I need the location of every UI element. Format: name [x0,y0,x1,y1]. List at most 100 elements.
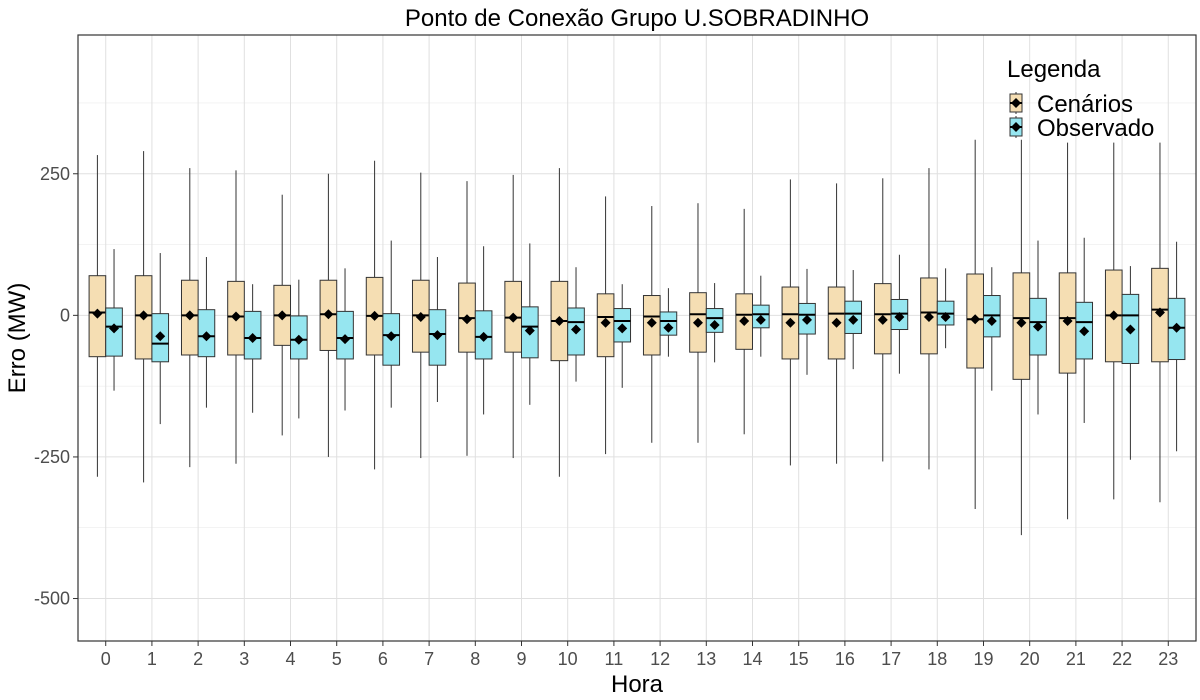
mean-marker [184,310,195,321]
box-observado-hora-2 [197,257,216,408]
x-tick-label: 18 [927,649,947,669]
box-observado-hora-17 [890,254,909,374]
box-observado-hora-21 [1075,237,1094,423]
x-tick-label: 9 [516,649,526,669]
mean-marker [340,334,351,345]
box-cenarios-hora-17 [873,178,892,462]
mean-marker [755,314,766,325]
x-tick-label: 22 [1112,649,1132,669]
box-cenarios-hora-10 [550,168,569,477]
box-cenarios-hora-22 [1104,142,1123,500]
box-series [88,139,1186,536]
legend-key-mean [1011,98,1021,108]
mean-marker [646,317,657,328]
mean-marker [155,331,166,342]
x-tick-label: 2 [193,649,203,669]
box-cenarios-hora-5 [319,173,338,457]
mean-marker [508,312,519,323]
box-observado-hora-19 [982,267,1001,391]
mean-marker [1108,310,1119,321]
x-tick-label: 6 [378,649,388,669]
mean-marker [369,310,380,321]
mean-marker [848,314,859,325]
mean-marker [970,314,981,325]
x-tick-label: 10 [558,649,578,669]
x-tick-label: 12 [650,649,670,669]
mean-marker [785,317,796,328]
mean-marker [692,317,703,328]
mean-marker [230,311,241,322]
box-cenarios-hora-20 [1012,139,1031,536]
box-observado-hora-14 [751,275,770,357]
box-observado-hora-0 [105,249,123,391]
mean-marker [277,310,288,321]
box-cenarios-hora-9 [504,174,523,459]
box-cenarios-hora-16 [827,183,846,464]
legend-item-observado: Observado [1009,115,1154,142]
x-tick-label: 14 [742,649,762,669]
x-tick-label: 3 [239,649,249,669]
mean-marker [600,317,611,328]
y-tick-label: -500 [34,589,70,609]
box-cenarios-hora-7 [411,172,430,459]
x-tick-label: 8 [470,649,480,669]
x-tick-label: 20 [1020,649,1040,669]
mean-marker [247,333,258,343]
mean-marker [831,317,842,328]
box-cenarios-hora-13 [689,203,707,443]
x-tick-label: 11 [605,649,624,669]
mean-marker [877,314,888,325]
box-observado-hora-23 [1167,241,1186,452]
mean-marker [617,323,628,334]
mean-marker [923,312,934,323]
x-tick-label: 23 [1158,649,1178,669]
x-axis: 0 1 2 3 4 5 6 7 8 9 10 11 12 13 14 15 16 17 18 19 20 21 22 23 [101,641,1178,669]
x-tick-label: 21 [1066,649,1086,669]
mean-marker [293,334,304,345]
mean-marker [524,325,535,336]
mean-marker [894,312,905,323]
mean-marker [432,330,443,341]
box-observado-hora-8 [474,246,493,415]
y-tick-label: -250 [34,447,70,467]
box-observado-hora-9 [521,243,539,405]
legend-key-mean [1011,122,1021,132]
mean-marker [386,331,397,342]
x-tick-label: 19 [973,649,993,669]
box-observado-hora-15 [798,268,816,375]
box-observado-hora-12 [659,288,678,357]
legend-label: Cenários [1037,91,1133,118]
box-observado-hora-10 [567,267,585,382]
mean-marker [1125,324,1136,335]
box-observado-hora-6 [382,240,401,408]
y-tick-label: 0 [60,305,70,325]
mean-marker [415,312,426,323]
box-observado-hora-7 [428,257,447,402]
y-tick-label: 250 [40,164,70,184]
box-cenarios-hora-4 [273,194,292,436]
mean-marker [802,314,813,325]
x-axis-title: Hora [611,671,664,698]
plot-border [77,34,1197,642]
mean-marker [138,310,149,321]
box-cenarios-hora-19 [966,139,984,510]
mean-marker [571,324,582,335]
box-cenarios-hora-15 [781,179,800,466]
box-cenarios-hora-21 [1058,142,1077,520]
box-observado-hora-11 [613,284,632,388]
box-cenarios-hora-14 [735,208,753,435]
legend-item-cenarios: Cenários [1009,91,1133,118]
y-axis: 250 0 -250 -500 [34,164,78,609]
box-observado-hora-3 [243,284,262,413]
mean-marker [1016,317,1027,328]
mean-marker [1062,316,1073,327]
mean-marker [663,322,674,333]
mean-marker [201,331,212,342]
mean-marker [709,319,720,330]
box-observado-hora-5 [336,268,354,411]
x-tick-label: 17 [881,649,901,669]
box-observado-hora-22 [1121,266,1140,460]
mean-marker [739,316,750,327]
